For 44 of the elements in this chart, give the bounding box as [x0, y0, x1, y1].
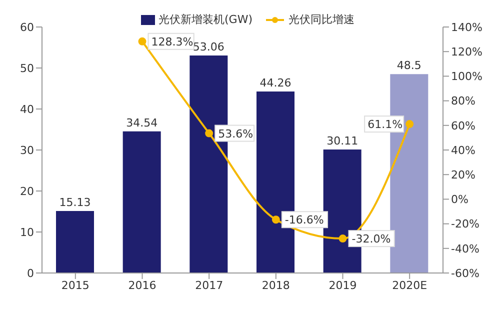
y-tick-label: 20 — [20, 184, 34, 198]
data-label: 44.26 — [260, 76, 292, 90]
data-label: 15.13 — [59, 196, 91, 209]
y-tick-label: 40 — [20, 102, 34, 116]
data-label: 53.6% — [218, 127, 254, 140]
data-label: 34.54 — [126, 116, 158, 130]
data-label: 53.06 — [192, 40, 224, 54]
data-label: 128.3% — [151, 35, 194, 48]
bar — [56, 210, 94, 273]
y2-tick-label: 100% — [451, 70, 482, 84]
y2-tick-label: 80% — [451, 94, 476, 108]
y2-tick-label: -20% — [451, 218, 480, 231]
y2-tick-label: 60% — [451, 119, 476, 132]
data-label: -32.0% — [352, 232, 391, 246]
x-tick-label: 2017 — [195, 278, 224, 292]
y2-tick-label: -60% — [451, 266, 480, 280]
point — [406, 120, 414, 128]
legend-label: 光伏同比增速 — [287, 12, 354, 27]
x-tick-label: 2015 — [61, 278, 90, 292]
x-tick-label: 2018 — [262, 278, 290, 292]
point — [205, 129, 214, 138]
data-label: 61.1% — [368, 118, 403, 132]
bar — [122, 131, 161, 273]
x-tick-label: 2020E — [392, 278, 428, 292]
point — [272, 216, 280, 224]
y-tick-label: 50 — [20, 62, 34, 75]
x-tick-label: 2016 — [128, 278, 156, 292]
data-label: 48.5 — [396, 59, 422, 72]
y2-tick-label: -40% — [451, 242, 480, 256]
point — [338, 234, 347, 243]
y2-tick-label: 0% — [451, 193, 468, 206]
y2-tick-label: 40% — [451, 144, 476, 157]
x-tick-label: 2019 — [328, 278, 357, 292]
point — [138, 37, 146, 46]
y2-tick-label: 140% — [451, 20, 482, 34]
y-tick-label: 30 — [20, 144, 34, 157]
data-label: 30.11 — [326, 134, 358, 148]
y-tick-label: 10 — [20, 226, 34, 239]
legend-label: 光伏新增装机(GW) — [158, 12, 252, 27]
y2-tick-label: 20% — [451, 168, 476, 182]
y2-tick-label: 120% — [451, 46, 482, 59]
y-tick-label: 0 — [27, 266, 34, 280]
y-tick-label: 60 — [20, 20, 34, 34]
data-label: -16.6% — [284, 214, 324, 227]
